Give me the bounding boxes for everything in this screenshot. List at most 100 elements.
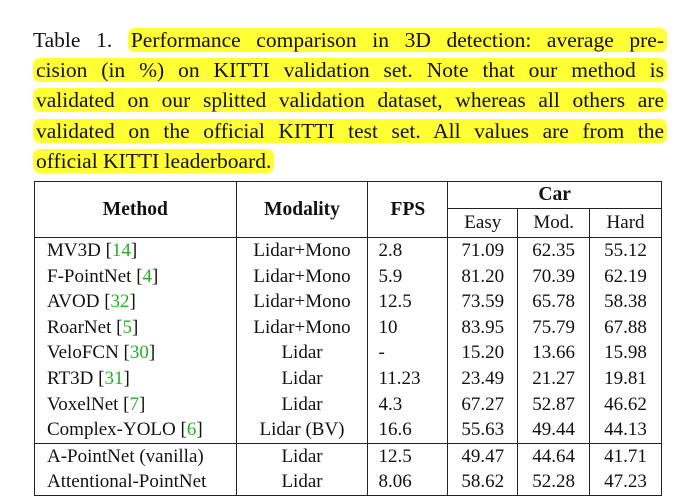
header-row: Method Modality FPS Car: [35, 181, 662, 238]
method-name: AVOD: [47, 291, 100, 313]
caption-line-1: Table 1. Performance comparison in 3D de…: [33, 25, 667, 55]
method-name: A-PointNet (vanilla): [47, 445, 204, 467]
cell-method: A-PointNet (vanilla): [34, 442, 237, 470]
caption-text-line-1: Performance comparison in 3D detection: …: [127, 28, 667, 52]
cell-easy: 71.09: [447, 236, 518, 264]
citation-link[interactable]: 31: [104, 367, 124, 389]
cell-fps: 11.23: [367, 365, 448, 392]
table-row: VeloFCN [30] Lidar -15.20 13.66 15.98: [35, 340, 662, 366]
caption-line-5: official KITTI leaderboard.: [33, 146, 667, 176]
table-caption: Table 1. Performance comparison in 3D de…: [33, 25, 667, 176]
cell-easy: 55.63: [447, 417, 518, 444]
cell-modality: Lidar+Mono: [235, 314, 368, 341]
cell-fps: 2.8: [367, 236, 448, 264]
citation-link[interactable]: 32: [110, 291, 130, 313]
cell-fps: 5.9: [367, 263, 448, 290]
cell-method: MV3D [14]: [34, 236, 237, 264]
subheader-row: Easy Mod. Hard: [35, 208, 662, 238]
cell-fps: 8.06: [367, 469, 448, 496]
table-row: AVOD [32] Lidar+Mono 12.5 73.59 65.78 58.38: [35, 289, 662, 315]
table-row: MV3D [14] Lidar+Mono 2.8 71.09 62.35 55.12: [34, 236, 662, 264]
cell-fps: -: [367, 340, 448, 366]
cell-mod: 65.78: [517, 289, 590, 315]
citation-link[interactable]: 14: [111, 240, 131, 261]
cell-fps: 16.6: [367, 417, 448, 444]
cell-fps: 12.5: [367, 289, 448, 315]
cell-method: Attentional-PointNet: [35, 469, 237, 495]
cell-fps: 10: [367, 314, 448, 341]
method-name: RoarNet: [47, 316, 112, 338]
cell-method: VoxelNet [7]: [47, 393, 146, 415]
table-body: MV3D [14] Lidar+Mono 2.8 71.09 62.35 55.12 F-P…: [34, 236, 662, 496]
caption-text-line-3: validated on our splitted validation dat…: [33, 88, 667, 113]
method-name: Complex-YOLO: [47, 419, 176, 441]
cell-mod: 52.87: [517, 391, 590, 418]
cell-hard: 55.12: [589, 236, 662, 264]
caption-text-line-5: official KITTI leaderboard.: [33, 148, 275, 173]
cell-modality: Lidar: [235, 391, 368, 418]
cell-modality: Lidar+Mono: [235, 289, 368, 315]
citation-link[interactable]: 30: [129, 342, 149, 364]
citation-link[interactable]: 6: [186, 419, 197, 441]
cell-easy: 81.20: [447, 263, 518, 290]
cell-modality: Lidar+Mono: [235, 263, 368, 290]
table-row: Attentional-PointNet Lidar 8.06 58.62 52.28 4…: [35, 469, 662, 496]
cell-easy: 83.95: [447, 314, 518, 341]
table-row: F-PointNet [4] Lidar+Mono 5.9 81.20 70.39 62.…: [35, 263, 662, 290]
cell-hard: 62.19: [589, 263, 662, 290]
header-method: Method: [102, 198, 168, 220]
cell-easy: 49.47: [447, 442, 518, 470]
table-row: RT3D [31] Lidar 11.23 23.49 21.27 19.81: [35, 365, 662, 392]
citation-link[interactable]: 7: [129, 393, 140, 415]
subheader-hard: Hard: [589, 208, 662, 238]
subheader-easy: Easy: [447, 208, 518, 238]
table-row: VoxelNet [7] Lidar 4.3 67.27 52.87 46.62: [35, 391, 662, 418]
cell-easy: 23.49: [447, 365, 518, 392]
table-row: RoarNet [5] Lidar+Mono 10 83.95 75.79 67.88: [35, 314, 662, 341]
caption-line-3: validated on our splitted validation dat…: [33, 85, 667, 115]
cell-mod: 70.39: [517, 263, 590, 290]
citation-link[interactable]: 4: [142, 265, 153, 287]
method-name: VoxelNet: [47, 393, 119, 415]
cell-mod: 21.27: [517, 365, 590, 392]
caption-text-line-2: cision (in %) on KITTI validation set. N…: [33, 58, 667, 83]
method-name: MV3D: [47, 240, 101, 261]
cell-hard: 58.38: [589, 289, 662, 315]
cell-easy: 58.62: [447, 469, 518, 496]
cell-modality: Lidar: [235, 365, 368, 392]
results-table: Method Modality FPS Car Easy Mod. Hard M…: [34, 181, 662, 496]
subheader-mod: Mod.: [517, 208, 590, 238]
table-row: A-PointNet (vanilla) Lidar 12.5 49.47 44.64 4…: [34, 442, 662, 470]
cell-modality: Lidar: [235, 442, 368, 470]
cell-method: RoarNet [5]: [47, 316, 139, 338]
header-modality: Modality: [235, 181, 368, 238]
cell-method: VeloFCN [30]: [47, 342, 156, 364]
header-car: Car: [447, 181, 662, 209]
cell-mod: 44.64: [517, 442, 590, 470]
cell-method: RT3D [31]: [47, 367, 130, 389]
citation-link[interactable]: 5: [122, 316, 132, 338]
caption-text-line-4: validated on the official KITTI test set…: [33, 118, 667, 143]
cell-easy: 15.20: [447, 340, 518, 366]
cell-hard: 19.81: [589, 365, 662, 392]
cell-method: Complex-YOLO [6]: [47, 419, 203, 441]
cell-hard: 67.88: [589, 314, 662, 341]
cell-hard: 15.98: [589, 340, 662, 366]
cell-hard: 41.71: [589, 442, 662, 470]
method-name: Attentional-PointNet: [47, 471, 207, 493]
caption-label: Table 1.: [33, 28, 113, 52]
cell-mod: 62.35: [517, 236, 590, 264]
header-fps: FPS: [367, 181, 448, 238]
cell-modality: Lidar: [235, 340, 368, 366]
cell-method: AVOD [32]: [47, 291, 136, 313]
cell-easy: 73.59: [447, 289, 518, 315]
cell-mod: 52.28: [517, 469, 590, 496]
method-name: RT3D: [47, 367, 94, 389]
cell-fps: 12.5: [367, 442, 448, 470]
cell-method: F-PointNet [4]: [47, 265, 159, 287]
table-row: Complex-YOLO [6] Lidar (BV) 16.6 55.63 49.44…: [35, 417, 662, 444]
cell-hard: 46.62: [589, 391, 662, 418]
method-name: VeloFCN: [47, 342, 119, 364]
caption-line-2: cision (in %) on KITTI validation set. N…: [33, 55, 667, 85]
cell-mod: 13.66: [517, 340, 590, 366]
